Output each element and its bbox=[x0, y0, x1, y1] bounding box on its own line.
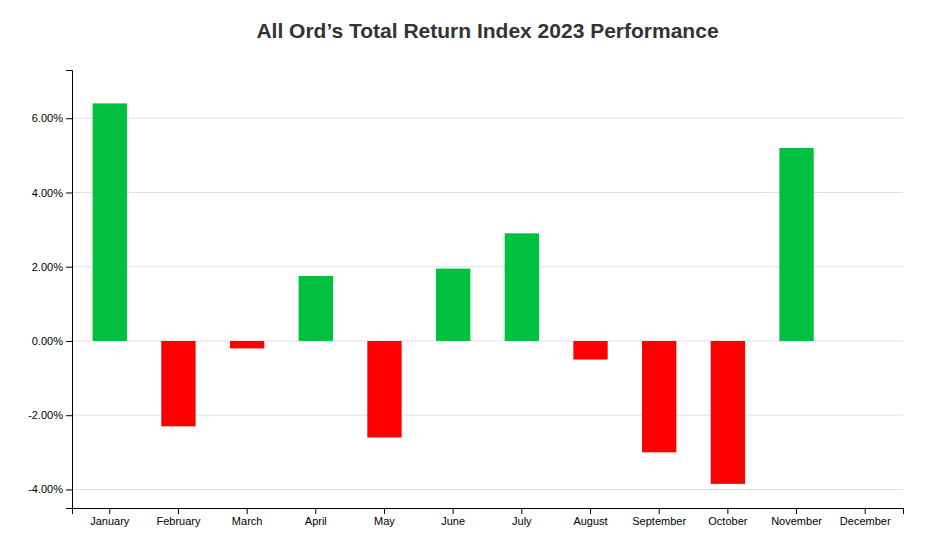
tick-label: December bbox=[840, 515, 891, 527]
bar bbox=[505, 233, 539, 341]
tick-mark bbox=[247, 508, 248, 514]
grid-line bbox=[72, 415, 903, 416]
tick-mark bbox=[315, 508, 316, 514]
tick-mark bbox=[66, 267, 72, 268]
bar bbox=[848, 340, 882, 341]
grid-line bbox=[72, 340, 903, 341]
tick-label: March bbox=[232, 515, 263, 527]
tick-mark bbox=[865, 508, 866, 514]
tick: December bbox=[840, 508, 891, 527]
bar bbox=[93, 103, 127, 341]
grid bbox=[72, 118, 903, 489]
tick: September bbox=[632, 508, 686, 527]
tick-mark bbox=[796, 508, 797, 514]
tick-label: August bbox=[573, 515, 607, 527]
tick: June bbox=[441, 508, 465, 527]
tick-mark bbox=[659, 508, 660, 514]
tick-mark bbox=[66, 341, 72, 342]
tick-label: June bbox=[441, 515, 465, 527]
tick-label: 0.00% bbox=[32, 335, 63, 347]
tick: January bbox=[90, 508, 130, 527]
tick: -4.00% bbox=[28, 483, 72, 495]
tick-mark bbox=[590, 508, 591, 514]
bar bbox=[367, 341, 401, 438]
tick: July bbox=[512, 508, 532, 527]
bar bbox=[161, 341, 195, 426]
bar bbox=[711, 341, 745, 484]
tick: May bbox=[374, 508, 395, 527]
tick: 2.00% bbox=[32, 261, 72, 273]
grid-line bbox=[72, 266, 903, 267]
tick: November bbox=[771, 508, 822, 527]
bars bbox=[93, 103, 814, 483]
tick: 4.00% bbox=[32, 187, 72, 199]
bar bbox=[779, 148, 813, 341]
tick-mark bbox=[384, 508, 385, 514]
tick-label: November bbox=[771, 515, 822, 527]
tick-label: July bbox=[512, 515, 532, 527]
tick-mark bbox=[66, 192, 72, 193]
tick: 0.00% bbox=[32, 335, 72, 347]
tick-label: April bbox=[305, 515, 327, 527]
tick: February bbox=[156, 508, 201, 527]
axis-line bbox=[66, 71, 73, 509]
tick: April bbox=[305, 508, 327, 527]
grid-line bbox=[72, 118, 903, 119]
bar bbox=[642, 341, 676, 452]
tick-label: May bbox=[374, 515, 395, 527]
tick-label: January bbox=[90, 515, 130, 527]
plot: -4.00% -2.00% 0.00% 2.00% 4.00% 6.00% January F… bbox=[28, 71, 903, 527]
title: All Ord’s Total Return Index 2023 Perfor… bbox=[256, 19, 718, 42]
tick: 6.00% bbox=[32, 112, 72, 124]
x-axis: January February March April May June July Augu… bbox=[73, 508, 904, 527]
tick-label: -4.00% bbox=[28, 483, 63, 495]
tick-label: 4.00% bbox=[32, 187, 63, 199]
bar bbox=[230, 341, 264, 348]
tick-label: 2.00% bbox=[32, 261, 63, 273]
tick-mark bbox=[453, 508, 454, 514]
tick: March bbox=[232, 508, 263, 527]
tick-mark bbox=[66, 118, 72, 119]
bar bbox=[573, 341, 607, 360]
tick-mark bbox=[109, 508, 110, 514]
tick-mark bbox=[66, 415, 72, 416]
y-axis: -4.00% -2.00% 0.00% 2.00% 4.00% 6.00% bbox=[28, 71, 72, 509]
tick-label: October bbox=[708, 515, 747, 527]
tick-label: -2.00% bbox=[28, 409, 63, 421]
grid-line bbox=[72, 489, 903, 490]
tick-label: 6.00% bbox=[32, 112, 63, 124]
tick-mark bbox=[521, 508, 522, 514]
tick-mark bbox=[178, 508, 179, 514]
tick-label: September bbox=[632, 515, 686, 527]
tick-mark bbox=[727, 508, 728, 514]
axis-line bbox=[73, 509, 904, 515]
tick: -2.00% bbox=[28, 409, 72, 421]
tick: August bbox=[573, 508, 607, 527]
chart: -4.00% -2.00% 0.00% 2.00% 4.00% 6.00% January F… bbox=[0, 0, 927, 550]
tick: October bbox=[708, 508, 747, 527]
bar bbox=[299, 276, 333, 341]
bar bbox=[436, 269, 470, 341]
grid-line bbox=[72, 192, 903, 193]
tick-mark bbox=[66, 489, 72, 490]
tick-label: February bbox=[156, 515, 201, 527]
